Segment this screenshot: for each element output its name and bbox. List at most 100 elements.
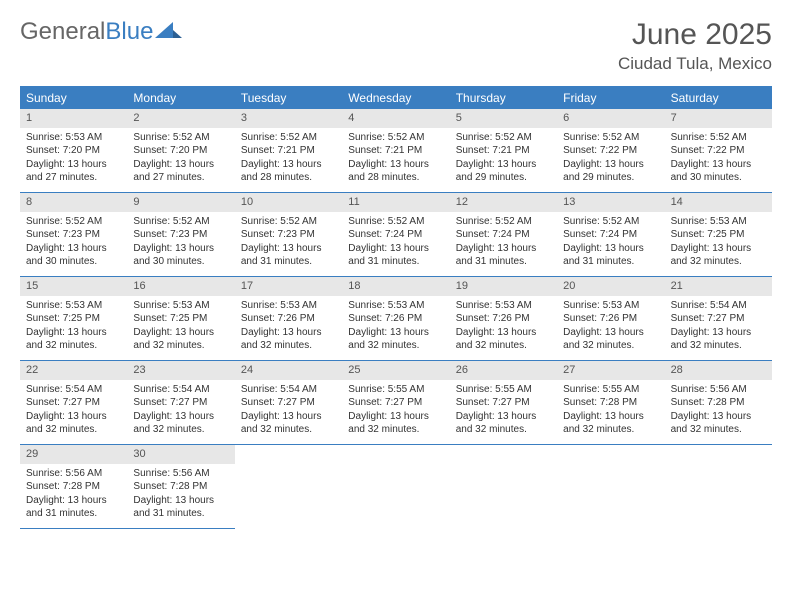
day-number: 30	[127, 445, 234, 464]
daylight-line: Daylight: 13 hours and 32 minutes.	[133, 410, 228, 437]
sunset-line: Sunset: 7:28 PM	[26, 480, 121, 494]
day-cell: 15Sunrise: 5:53 AMSunset: 7:25 PMDayligh…	[20, 277, 127, 361]
day-number: 20	[557, 277, 664, 296]
day-cell: 10Sunrise: 5:52 AMSunset: 7:23 PMDayligh…	[235, 193, 342, 277]
daylight-line: Daylight: 13 hours and 32 minutes.	[241, 326, 336, 353]
sunrise-line: Sunrise: 5:53 AM	[26, 299, 121, 313]
sunset-line: Sunset: 7:26 PM	[241, 312, 336, 326]
sunrise-line: Sunrise: 5:52 AM	[456, 131, 551, 145]
daylight-line: Daylight: 13 hours and 32 minutes.	[456, 326, 551, 353]
day-body: Sunrise: 5:54 AMSunset: 7:27 PMDaylight:…	[665, 296, 772, 359]
daylight-line: Daylight: 13 hours and 29 minutes.	[563, 158, 658, 185]
empty-cell	[235, 445, 342, 529]
daylight-line: Daylight: 13 hours and 32 minutes.	[671, 410, 766, 437]
day-cell: 17Sunrise: 5:53 AMSunset: 7:26 PMDayligh…	[235, 277, 342, 361]
sunset-line: Sunset: 7:26 PM	[456, 312, 551, 326]
sunset-line: Sunset: 7:24 PM	[563, 228, 658, 242]
sunrise-line: Sunrise: 5:54 AM	[671, 299, 766, 313]
day-number: 25	[342, 361, 449, 380]
sunrise-line: Sunrise: 5:53 AM	[671, 215, 766, 229]
daylight-line: Daylight: 13 hours and 32 minutes.	[563, 326, 658, 353]
day-body: Sunrise: 5:52 AMSunset: 7:23 PMDaylight:…	[20, 212, 127, 275]
day-body: Sunrise: 5:52 AMSunset: 7:24 PMDaylight:…	[557, 212, 664, 275]
logo: GeneralBlue	[20, 18, 183, 46]
header: GeneralBlue June 2025 Ciudad Tula, Mexic…	[20, 18, 772, 74]
day-cell: 2Sunrise: 5:52 AMSunset: 7:20 PMDaylight…	[127, 109, 234, 193]
day-cell: 14Sunrise: 5:53 AMSunset: 7:25 PMDayligh…	[665, 193, 772, 277]
sunrise-line: Sunrise: 5:52 AM	[348, 215, 443, 229]
day-body: Sunrise: 5:52 AMSunset: 7:23 PMDaylight:…	[235, 212, 342, 275]
day-body: Sunrise: 5:52 AMSunset: 7:24 PMDaylight:…	[450, 212, 557, 275]
day-number: 3	[235, 109, 342, 128]
day-number: 16	[127, 277, 234, 296]
daylight-line: Daylight: 13 hours and 31 minutes.	[241, 242, 336, 269]
daylight-line: Daylight: 13 hours and 27 minutes.	[133, 158, 228, 185]
day-body: Sunrise: 5:52 AMSunset: 7:21 PMDaylight:…	[235, 128, 342, 191]
day-body: Sunrise: 5:53 AMSunset: 7:25 PMDaylight:…	[127, 296, 234, 359]
day-cell: 20Sunrise: 5:53 AMSunset: 7:26 PMDayligh…	[557, 277, 664, 361]
sunrise-line: Sunrise: 5:54 AM	[26, 383, 121, 397]
daylight-line: Daylight: 13 hours and 31 minutes.	[456, 242, 551, 269]
day-number: 8	[20, 193, 127, 212]
calendar-grid: SundayMondayTuesdayWednesdayThursdayFrid…	[20, 86, 772, 529]
daylight-line: Daylight: 13 hours and 31 minutes.	[563, 242, 658, 269]
day-cell: 30Sunrise: 5:56 AMSunset: 7:28 PMDayligh…	[127, 445, 234, 529]
day-cell: 1Sunrise: 5:53 AMSunset: 7:20 PMDaylight…	[20, 109, 127, 193]
daylight-line: Daylight: 13 hours and 32 minutes.	[133, 326, 228, 353]
sunset-line: Sunset: 7:27 PM	[671, 312, 766, 326]
day-cell: 16Sunrise: 5:53 AMSunset: 7:25 PMDayligh…	[127, 277, 234, 361]
sunrise-line: Sunrise: 5:56 AM	[133, 467, 228, 481]
day-header: Thursday	[450, 87, 557, 109]
day-body: Sunrise: 5:52 AMSunset: 7:20 PMDaylight:…	[127, 128, 234, 191]
sunrise-line: Sunrise: 5:56 AM	[671, 383, 766, 397]
sunrise-line: Sunrise: 5:55 AM	[456, 383, 551, 397]
day-header: Monday	[127, 87, 234, 109]
day-cell: 6Sunrise: 5:52 AMSunset: 7:22 PMDaylight…	[557, 109, 664, 193]
sunset-line: Sunset: 7:28 PM	[563, 396, 658, 410]
logo-text: GeneralBlue	[20, 18, 153, 46]
daylight-line: Daylight: 13 hours and 28 minutes.	[348, 158, 443, 185]
logo-text-1: General	[20, 18, 105, 45]
sunset-line: Sunset: 7:25 PM	[133, 312, 228, 326]
sunset-line: Sunset: 7:24 PM	[456, 228, 551, 242]
day-number: 4	[342, 109, 449, 128]
daylight-line: Daylight: 13 hours and 29 minutes.	[456, 158, 551, 185]
day-body: Sunrise: 5:53 AMSunset: 7:26 PMDaylight:…	[450, 296, 557, 359]
empty-cell	[665, 445, 772, 529]
day-body: Sunrise: 5:54 AMSunset: 7:27 PMDaylight:…	[235, 380, 342, 443]
day-body: Sunrise: 5:53 AMSunset: 7:26 PMDaylight:…	[342, 296, 449, 359]
day-header: Saturday	[665, 87, 772, 109]
daylight-line: Daylight: 13 hours and 32 minutes.	[671, 242, 766, 269]
sunset-line: Sunset: 7:28 PM	[671, 396, 766, 410]
day-number: 18	[342, 277, 449, 296]
day-body: Sunrise: 5:55 AMSunset: 7:27 PMDaylight:…	[450, 380, 557, 443]
daylight-line: Daylight: 13 hours and 32 minutes.	[456, 410, 551, 437]
sunrise-line: Sunrise: 5:53 AM	[563, 299, 658, 313]
day-body: Sunrise: 5:56 AMSunset: 7:28 PMDaylight:…	[665, 380, 772, 443]
sunset-line: Sunset: 7:27 PM	[348, 396, 443, 410]
day-body: Sunrise: 5:53 AMSunset: 7:26 PMDaylight:…	[557, 296, 664, 359]
sunrise-line: Sunrise: 5:53 AM	[26, 131, 121, 145]
day-cell: 11Sunrise: 5:52 AMSunset: 7:24 PMDayligh…	[342, 193, 449, 277]
sunrise-line: Sunrise: 5:52 AM	[241, 215, 336, 229]
daylight-line: Daylight: 13 hours and 32 minutes.	[26, 410, 121, 437]
day-body: Sunrise: 5:52 AMSunset: 7:22 PMDaylight:…	[665, 128, 772, 191]
day-cell: 24Sunrise: 5:54 AMSunset: 7:27 PMDayligh…	[235, 361, 342, 445]
empty-cell	[342, 445, 449, 529]
day-number: 17	[235, 277, 342, 296]
sunrise-line: Sunrise: 5:53 AM	[456, 299, 551, 313]
day-cell: 4Sunrise: 5:52 AMSunset: 7:21 PMDaylight…	[342, 109, 449, 193]
sunset-line: Sunset: 7:21 PM	[456, 144, 551, 158]
day-cell: 8Sunrise: 5:52 AMSunset: 7:23 PMDaylight…	[20, 193, 127, 277]
sunrise-line: Sunrise: 5:52 AM	[241, 131, 336, 145]
daylight-line: Daylight: 13 hours and 30 minutes.	[26, 242, 121, 269]
day-cell: 13Sunrise: 5:52 AMSunset: 7:24 PMDayligh…	[557, 193, 664, 277]
day-number: 14	[665, 193, 772, 212]
day-number: 27	[557, 361, 664, 380]
day-cell: 28Sunrise: 5:56 AMSunset: 7:28 PMDayligh…	[665, 361, 772, 445]
sunrise-line: Sunrise: 5:52 AM	[456, 215, 551, 229]
day-number: 22	[20, 361, 127, 380]
day-number: 28	[665, 361, 772, 380]
page-title: June 2025	[618, 18, 772, 52]
sunset-line: Sunset: 7:28 PM	[133, 480, 228, 494]
